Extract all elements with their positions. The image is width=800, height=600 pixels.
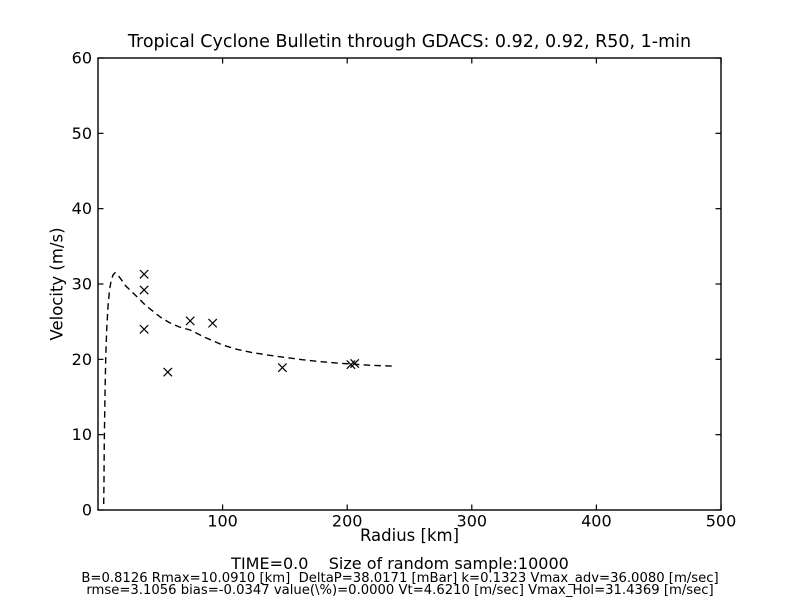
data-point-x-marker bbox=[163, 367, 173, 377]
y-tick-label: 10 bbox=[72, 425, 92, 444]
x-tick-label: 500 bbox=[706, 512, 737, 531]
data-point-x-marker bbox=[139, 324, 149, 334]
axes-frame bbox=[97, 57, 722, 511]
x-tick-label: 400 bbox=[581, 512, 612, 531]
data-point-x-marker bbox=[208, 318, 218, 328]
data-point-x-marker bbox=[139, 285, 149, 295]
y-tick-label: 30 bbox=[72, 275, 92, 294]
footer-model-params-line-1: B=0.8126 Rmax=10.0910 [km] DeltaP=38.017… bbox=[81, 571, 719, 586]
holland-model-curve bbox=[103, 271, 393, 505]
y-tick-label: 20 bbox=[72, 350, 92, 369]
y-axis-label: Velocity (m/s) bbox=[47, 227, 67, 341]
chart-title: Tropical Cyclone Bulletin through GDACS:… bbox=[127, 32, 692, 52]
data-point-x-marker bbox=[350, 358, 360, 369]
data-point-x-marker bbox=[185, 316, 195, 326]
y-tick-label: 0 bbox=[82, 501, 92, 520]
y-tick-label: 40 bbox=[72, 199, 92, 218]
footer-model-params-line-2: rmse=3.1056 bias=-0.0347 value(\%)=0.000… bbox=[86, 583, 714, 598]
y-tick-label: 60 bbox=[72, 49, 92, 68]
footer-time-sample-text: TIME=0.0 Size of random sample:10000 bbox=[231, 554, 569, 573]
x-tick-label: 300 bbox=[457, 512, 488, 531]
x-axis-label: Radius [km] bbox=[359, 526, 460, 545]
y-tick-label: 50 bbox=[72, 124, 92, 143]
data-point-x-marker bbox=[277, 362, 288, 373]
x-tick-label: 100 bbox=[207, 512, 238, 531]
x-tick-label: 200 bbox=[332, 512, 363, 531]
data-point-x-marker bbox=[139, 269, 149, 279]
